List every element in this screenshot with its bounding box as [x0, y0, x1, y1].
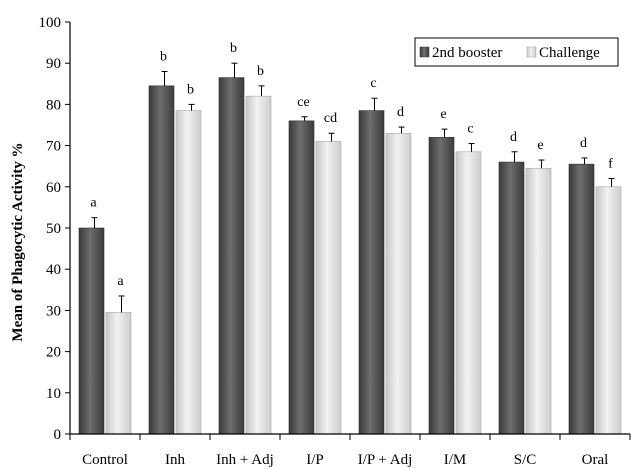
bar-challenge: [315, 141, 342, 435]
bar-2nd-booster: [218, 77, 245, 435]
category-label: Inh + Adj: [216, 452, 274, 468]
bar-challenge: [525, 167, 552, 435]
y-tick-label: 10: [46, 386, 61, 402]
bar-2nd-booster: [358, 110, 385, 435]
bar-challenge: [455, 151, 482, 435]
legend-swatch-challenge: [526, 46, 537, 58]
significance-letter: c: [370, 76, 376, 91]
legend-label-2nd-booster: 2nd booster: [432, 45, 502, 61]
significance-letter: a: [90, 196, 97, 211]
bar-challenge: [245, 95, 272, 435]
bar-2nd-booster: [288, 120, 315, 435]
bar-challenge: [175, 110, 202, 435]
category-label: I/P: [306, 452, 324, 468]
bar-challenge: [385, 132, 412, 435]
significance-letter: b: [257, 64, 264, 79]
y-tick-label: 70: [46, 139, 61, 155]
significance-letter: cd: [324, 111, 337, 126]
y-tick-label: 90: [46, 56, 61, 72]
category-label: Control: [82, 452, 128, 468]
significance-letter: e: [440, 107, 446, 122]
bar-2nd-booster: [148, 85, 175, 435]
legend: 2nd booster Challenge: [414, 37, 619, 67]
significance-letter: d: [510, 130, 517, 145]
significance-letter: ce: [297, 95, 309, 110]
significance-letter: b: [187, 82, 194, 97]
category-label: S/C: [514, 452, 537, 468]
bar-2nd-booster: [498, 161, 525, 435]
legend-label-challenge: Challenge: [539, 45, 600, 61]
bar-2nd-booster: [78, 227, 105, 435]
significance-letter: e: [537, 138, 543, 153]
y-tick-label: 0: [54, 427, 62, 443]
bar-challenge: [105, 312, 132, 435]
significance-letter: d: [580, 136, 587, 151]
significance-letter: b: [160, 49, 167, 64]
bar-2nd-booster: [428, 137, 455, 435]
category-label: Oral: [582, 452, 609, 468]
category-label: I/M: [444, 452, 467, 468]
significance-letter: b: [230, 41, 237, 56]
y-tick-label: 100: [39, 15, 62, 31]
significance-letter: d: [397, 105, 404, 120]
category-label: Inh: [165, 452, 185, 468]
bar-2nd-booster: [568, 163, 595, 435]
y-tick-label: 80: [46, 97, 61, 113]
significance-letter: c: [467, 122, 473, 137]
bar-challenge: [595, 186, 622, 435]
y-tick-label: 60: [46, 180, 61, 196]
y-axis-label: Mean of Phagocytic Activity %: [10, 142, 26, 341]
significance-letter: f: [608, 157, 613, 172]
y-tick-label: 50: [46, 221, 61, 237]
legend-swatch-2nd-booster: [419, 46, 430, 58]
legend-box: [414, 37, 619, 67]
y-tick-label: 30: [46, 303, 61, 319]
significance-letter: a: [117, 274, 124, 289]
y-tick-label: 40: [46, 262, 61, 278]
y-tick-label: 20: [46, 345, 61, 361]
category-label: I/P + Adj: [358, 452, 413, 468]
